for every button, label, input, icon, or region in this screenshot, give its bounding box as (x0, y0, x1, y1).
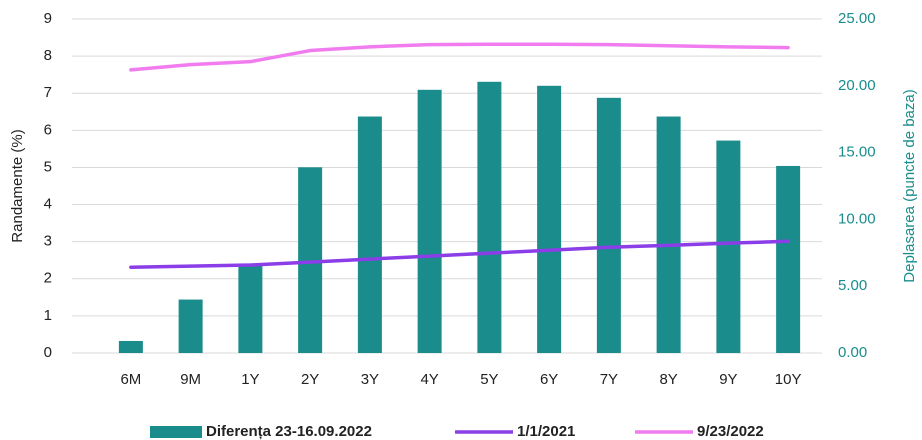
x-tick-label: 6M (120, 371, 141, 388)
bar (776, 165, 801, 353)
y-tick-label: 4 (44, 196, 52, 213)
bar (537, 85, 562, 354)
x-tick-label: 2Y (301, 371, 319, 388)
x-tick-label: 9M (180, 371, 201, 388)
bar (417, 89, 442, 354)
bar (656, 116, 681, 353)
y2-tick-label: 10.00 (838, 210, 876, 227)
legend-label: 1/1/2021 (517, 423, 575, 440)
y-tick-label: 2 (44, 270, 52, 287)
y-tick-label: 7 (44, 84, 52, 101)
legend-swatch (150, 426, 202, 438)
bar (477, 81, 502, 354)
y-tick-label: 1 (44, 307, 52, 324)
legend-label: 9/23/2022 (697, 423, 764, 440)
y2-tick-label: 20.00 (838, 77, 876, 94)
y2-tick-label: 0.00 (838, 344, 867, 361)
y2-tick-label: 25.00 (838, 10, 876, 27)
line (129, 239, 790, 270)
bar (178, 299, 203, 353)
bar (716, 140, 741, 353)
line (129, 42, 790, 72)
x-tick-label: 4Y (420, 371, 438, 388)
x-tick-label: 3Y (361, 371, 379, 388)
y-tick-label: 5 (44, 158, 52, 175)
y-tick-label: 6 (44, 121, 52, 138)
bar (118, 340, 143, 353)
y2-axis-label: Deplasarea (puncte de baza) (901, 89, 918, 282)
bar (238, 264, 263, 353)
x-tick-label: 10Y (775, 371, 802, 388)
x-tick-label: 7Y (600, 371, 618, 388)
y-tick-label: 3 (44, 233, 52, 250)
legend-label: Diferența 23-16.09.2022 (206, 423, 372, 440)
y-tick-label: 0 (44, 344, 52, 361)
y2-tick-label: 5.00 (838, 277, 867, 294)
bar (596, 97, 621, 353)
y-axis-label: Randamente (%) (9, 129, 26, 242)
y-tick-label: 8 (44, 47, 52, 64)
x-tick-label: 5Y (480, 371, 498, 388)
y-tick-label: 9 (44, 10, 52, 27)
x-tick-label: 6Y (540, 371, 558, 388)
bar (357, 116, 382, 353)
x-tick-label: 8Y (659, 371, 677, 388)
y2-tick-label: 15.00 (838, 144, 876, 161)
x-tick-label: 1Y (241, 371, 259, 388)
x-tick-label: 9Y (719, 371, 737, 388)
